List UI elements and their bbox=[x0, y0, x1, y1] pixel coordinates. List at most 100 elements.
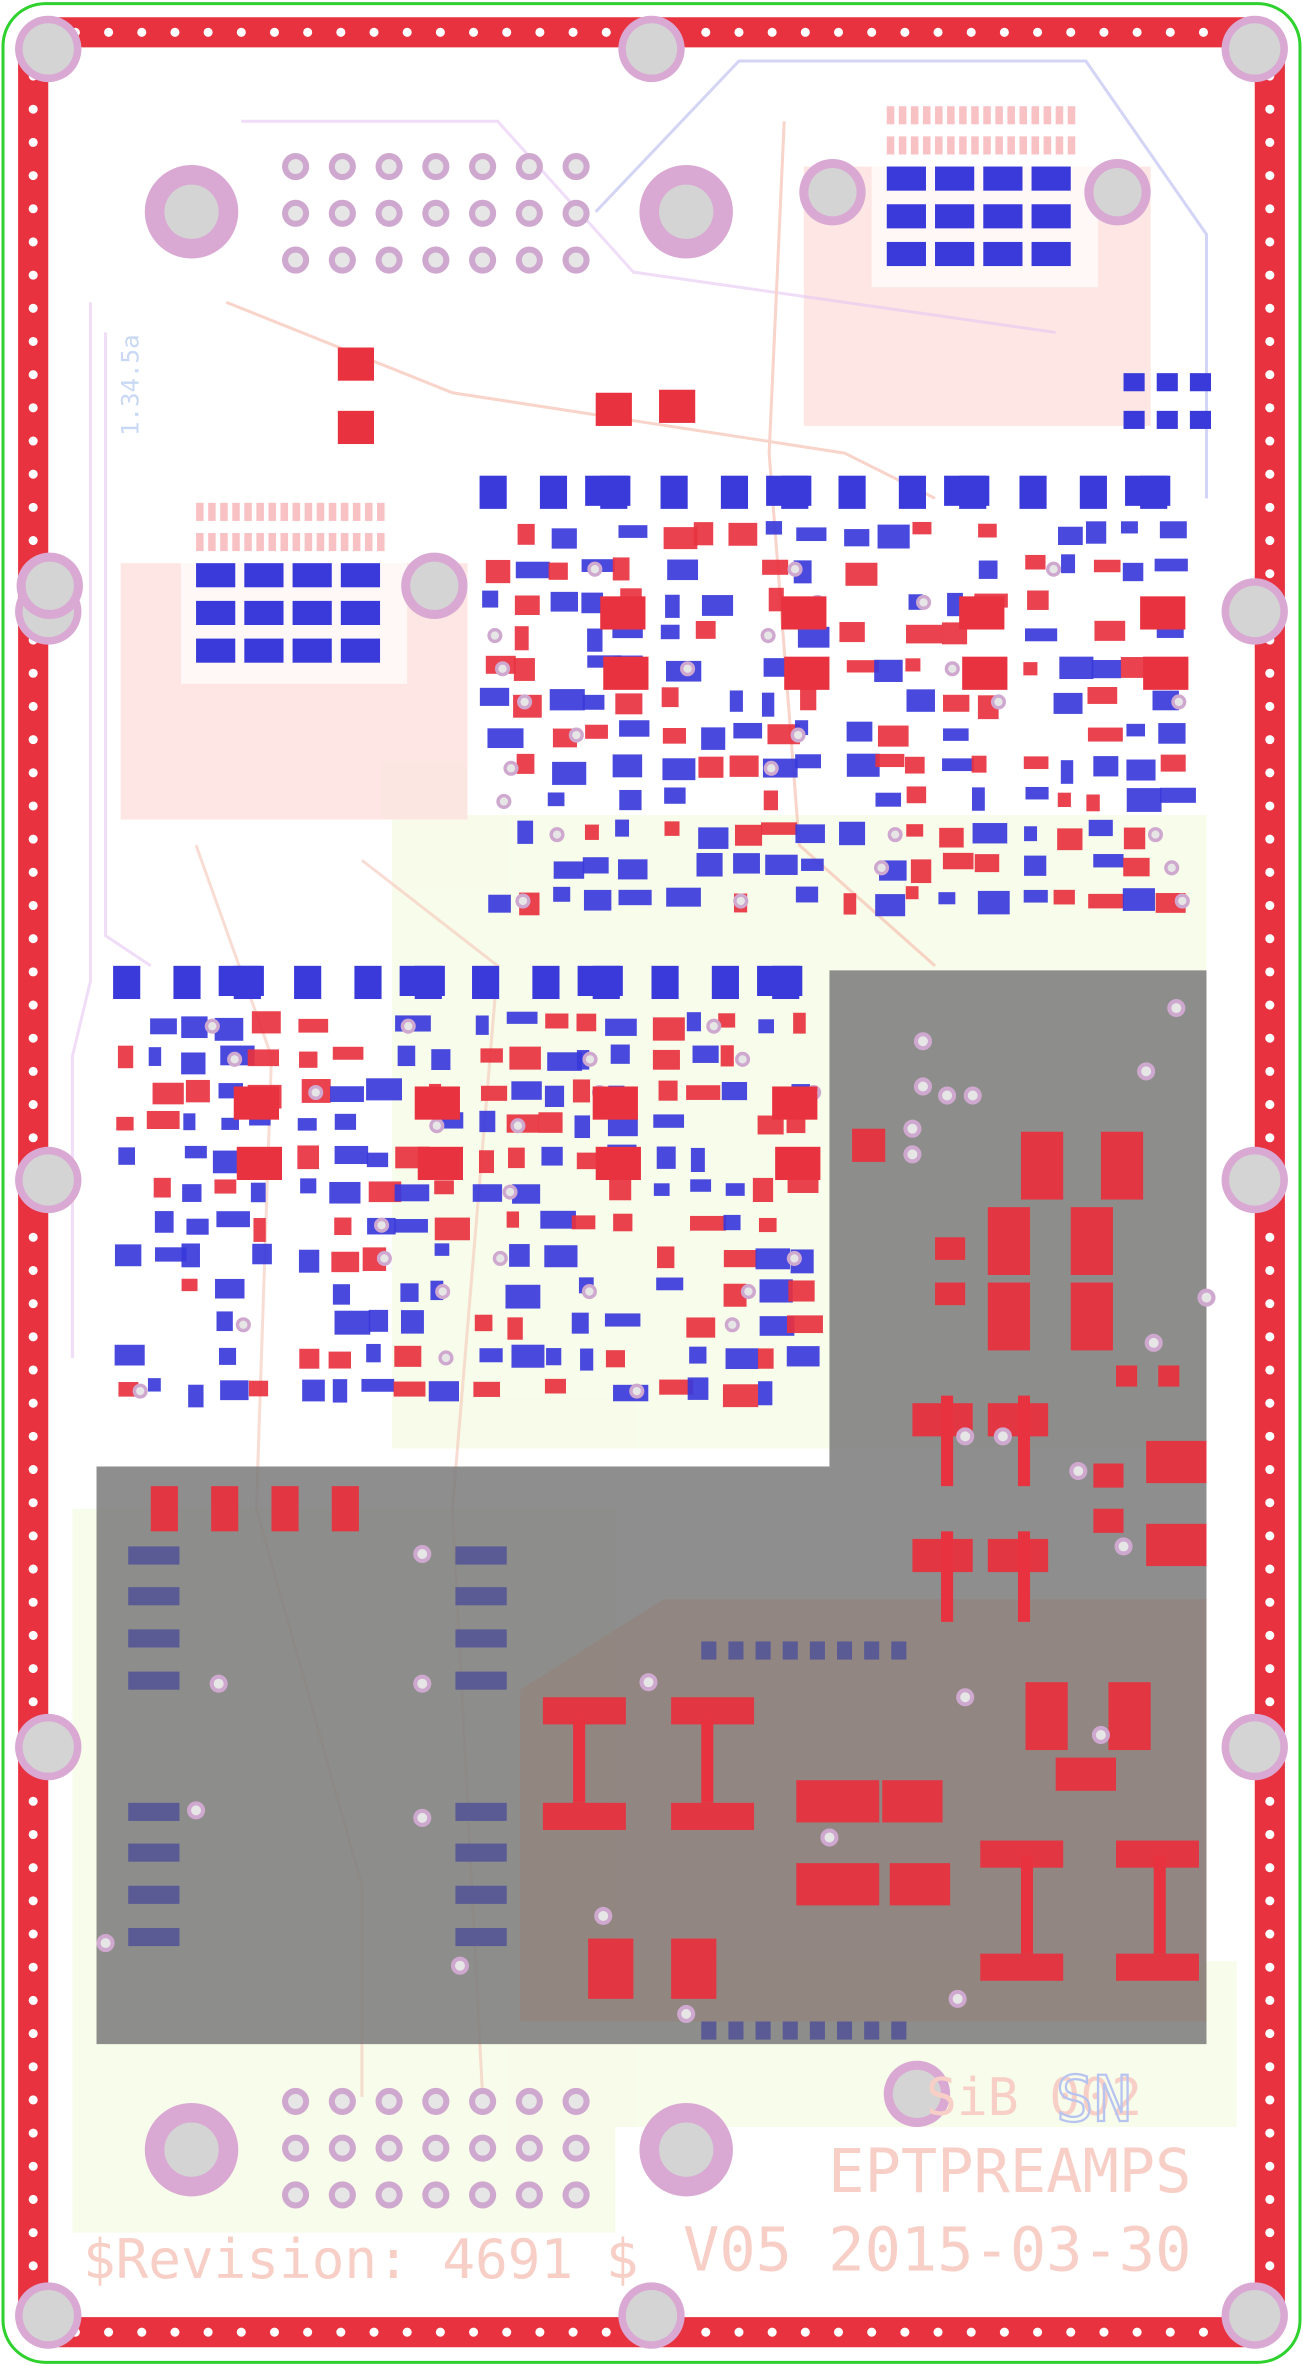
ic-pin bbox=[128, 1671, 180, 1690]
via-hole bbox=[967, 1090, 978, 1101]
pad-top bbox=[236, 1146, 283, 1180]
edge-via bbox=[1265, 2029, 1275, 2039]
pad-bottom bbox=[147, 1378, 161, 1392]
pad-top bbox=[757, 1348, 774, 1369]
via-hole bbox=[288, 205, 304, 221]
pad-bottom bbox=[214, 1017, 244, 1041]
pad-top bbox=[1023, 662, 1038, 676]
pad-top bbox=[1086, 794, 1100, 812]
edge-via bbox=[1165, 27, 1175, 37]
edge-via bbox=[1265, 1962, 1275, 1972]
pad-top bbox=[912, 521, 932, 535]
edge-via bbox=[28, 1332, 38, 1342]
pad-top bbox=[331, 1486, 359, 1532]
via-hole bbox=[709, 1022, 718, 1031]
pad-bottom bbox=[479, 1110, 496, 1133]
edge-via bbox=[28, 2062, 38, 2072]
pad-bottom bbox=[184, 1145, 207, 1159]
hole bbox=[1229, 585, 1281, 638]
pad bbox=[354, 965, 382, 1000]
pad bbox=[720, 475, 749, 509]
pad-bottom bbox=[692, 1045, 719, 1063]
pad-top bbox=[987, 1282, 1031, 1351]
pad-bottom bbox=[300, 1178, 317, 1194]
pad-bottom bbox=[505, 1284, 541, 1309]
edge-via bbox=[1265, 469, 1275, 479]
edge-via bbox=[900, 27, 910, 37]
pad-bottom bbox=[690, 1147, 705, 1172]
via-hole bbox=[994, 697, 1003, 707]
pad-bottom bbox=[765, 521, 783, 535]
pad-top bbox=[337, 410, 375, 445]
pad-top bbox=[1093, 1508, 1124, 1533]
pad-top bbox=[701, 1719, 714, 1803]
via-hole bbox=[239, 1320, 248, 1329]
pad-top bbox=[959, 596, 1005, 630]
pad bbox=[173, 965, 201, 1000]
pad-top bbox=[1108, 1682, 1151, 1751]
pad-bottom bbox=[665, 594, 680, 618]
edge-via bbox=[269, 27, 279, 37]
edge-via bbox=[28, 1398, 38, 1408]
edge-via bbox=[701, 27, 711, 37]
edge-via bbox=[28, 1066, 38, 1076]
edge-via bbox=[1265, 1564, 1275, 1574]
edge-via bbox=[1165, 2327, 1175, 2337]
pad-top bbox=[1123, 827, 1146, 850]
edge-via bbox=[767, 2327, 777, 2337]
pad-top bbox=[962, 656, 1008, 690]
hole bbox=[1229, 2289, 1281, 2342]
side-label: 1.34.5a bbox=[117, 334, 145, 436]
pad-bottom bbox=[340, 563, 381, 588]
pad-bottom bbox=[366, 1343, 381, 1363]
pad-bottom bbox=[332, 1379, 348, 1403]
via-hole bbox=[917, 1036, 928, 1047]
pad-bottom bbox=[552, 761, 587, 785]
edge-via bbox=[1265, 1829, 1275, 1840]
ic-pin bbox=[836, 1641, 853, 1660]
pad-top bbox=[781, 596, 827, 630]
pad-top bbox=[693, 522, 714, 546]
pad-top bbox=[116, 1116, 134, 1131]
edge-via bbox=[435, 2327, 445, 2337]
edge-via bbox=[28, 1232, 38, 1242]
via-hole bbox=[428, 159, 444, 175]
edge-via bbox=[28, 1265, 38, 1275]
pad-bottom bbox=[1091, 660, 1122, 679]
edge-via bbox=[601, 2327, 611, 2337]
via-hole bbox=[521, 252, 537, 268]
ic-pin bbox=[455, 1928, 507, 1947]
pad-bottom bbox=[1031, 204, 1071, 229]
hole bbox=[659, 184, 714, 239]
revision: $Revision: 4691 $ bbox=[83, 2228, 639, 2291]
ic-pin bbox=[455, 1629, 507, 1648]
pad-bottom bbox=[983, 241, 1023, 267]
edge-via bbox=[28, 1597, 38, 1607]
pad-bottom bbox=[487, 728, 524, 749]
pad-bottom bbox=[434, 1243, 450, 1256]
edge-via bbox=[966, 2327, 976, 2337]
pad-top bbox=[796, 1780, 880, 1823]
via-hole bbox=[1148, 1337, 1159, 1348]
pad-bottom bbox=[221, 1117, 239, 1130]
pad-bottom bbox=[947, 592, 963, 617]
via-hole bbox=[790, 565, 800, 574]
ic-pin bbox=[128, 1629, 180, 1648]
pad-bottom bbox=[886, 241, 926, 267]
via-hole bbox=[441, 1353, 451, 1363]
pad-top bbox=[1055, 1757, 1116, 1791]
mounting-holes bbox=[15, 15, 1288, 2349]
pad-top bbox=[1053, 889, 1075, 905]
pad-bottom bbox=[196, 638, 236, 663]
pad-top bbox=[906, 786, 927, 804]
pad-bottom bbox=[581, 592, 604, 614]
pad-top bbox=[772, 1086, 818, 1120]
ic-pin bbox=[891, 2021, 907, 2040]
ic-pin bbox=[728, 1641, 744, 1660]
pad bbox=[399, 965, 445, 996]
pad-bottom bbox=[696, 852, 723, 877]
pad-bottom bbox=[182, 1184, 202, 1202]
hole bbox=[164, 2122, 219, 2177]
pad-bottom bbox=[839, 821, 866, 846]
pad-top bbox=[1088, 893, 1124, 909]
